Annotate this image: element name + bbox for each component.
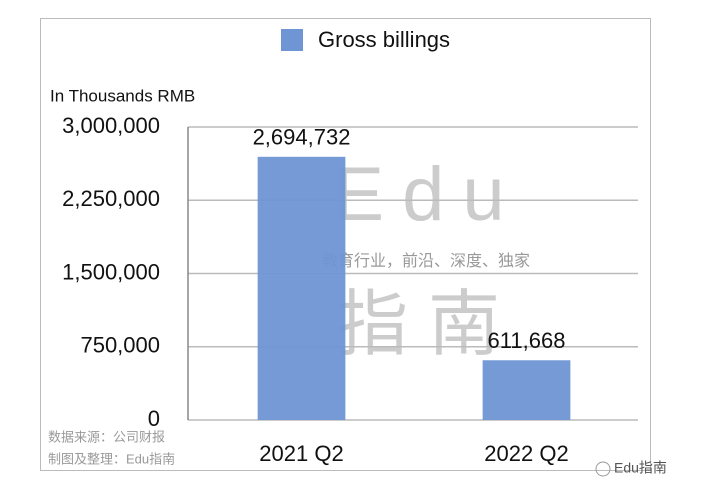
brand-icon [595, 461, 611, 477]
source-note: 数据来源：公司财报 [48, 429, 165, 444]
y-tick-label: 0 [148, 406, 160, 431]
y-tick-label: 2,250,000 [62, 186, 160, 211]
watermark: 教育行业，前沿、深度、独家 [322, 252, 530, 270]
bar [482, 360, 571, 420]
legend-label: Gross billings [318, 27, 450, 52]
legend-swatch [281, 29, 303, 51]
value-label: 2,694,732 [253, 125, 351, 150]
brand: Edu指南 [614, 460, 667, 476]
watermark: Edu [333, 152, 522, 237]
source-note: 制图及整理：Edu指南 [48, 451, 175, 466]
y-tick-label: 1,500,000 [62, 259, 160, 284]
value-label: 611,668 [488, 328, 566, 353]
bar [257, 156, 346, 420]
watermark: 指南 [336, 285, 520, 365]
y-tick-label: 3,000,000 [62, 113, 160, 138]
y-tick-label: 750,000 [80, 333, 160, 358]
x-tick-label: 2022 Q2 [484, 441, 568, 466]
y-axis-label: In Thousands RMB [50, 86, 195, 105]
x-tick-label: 2021 Q2 [259, 441, 343, 466]
